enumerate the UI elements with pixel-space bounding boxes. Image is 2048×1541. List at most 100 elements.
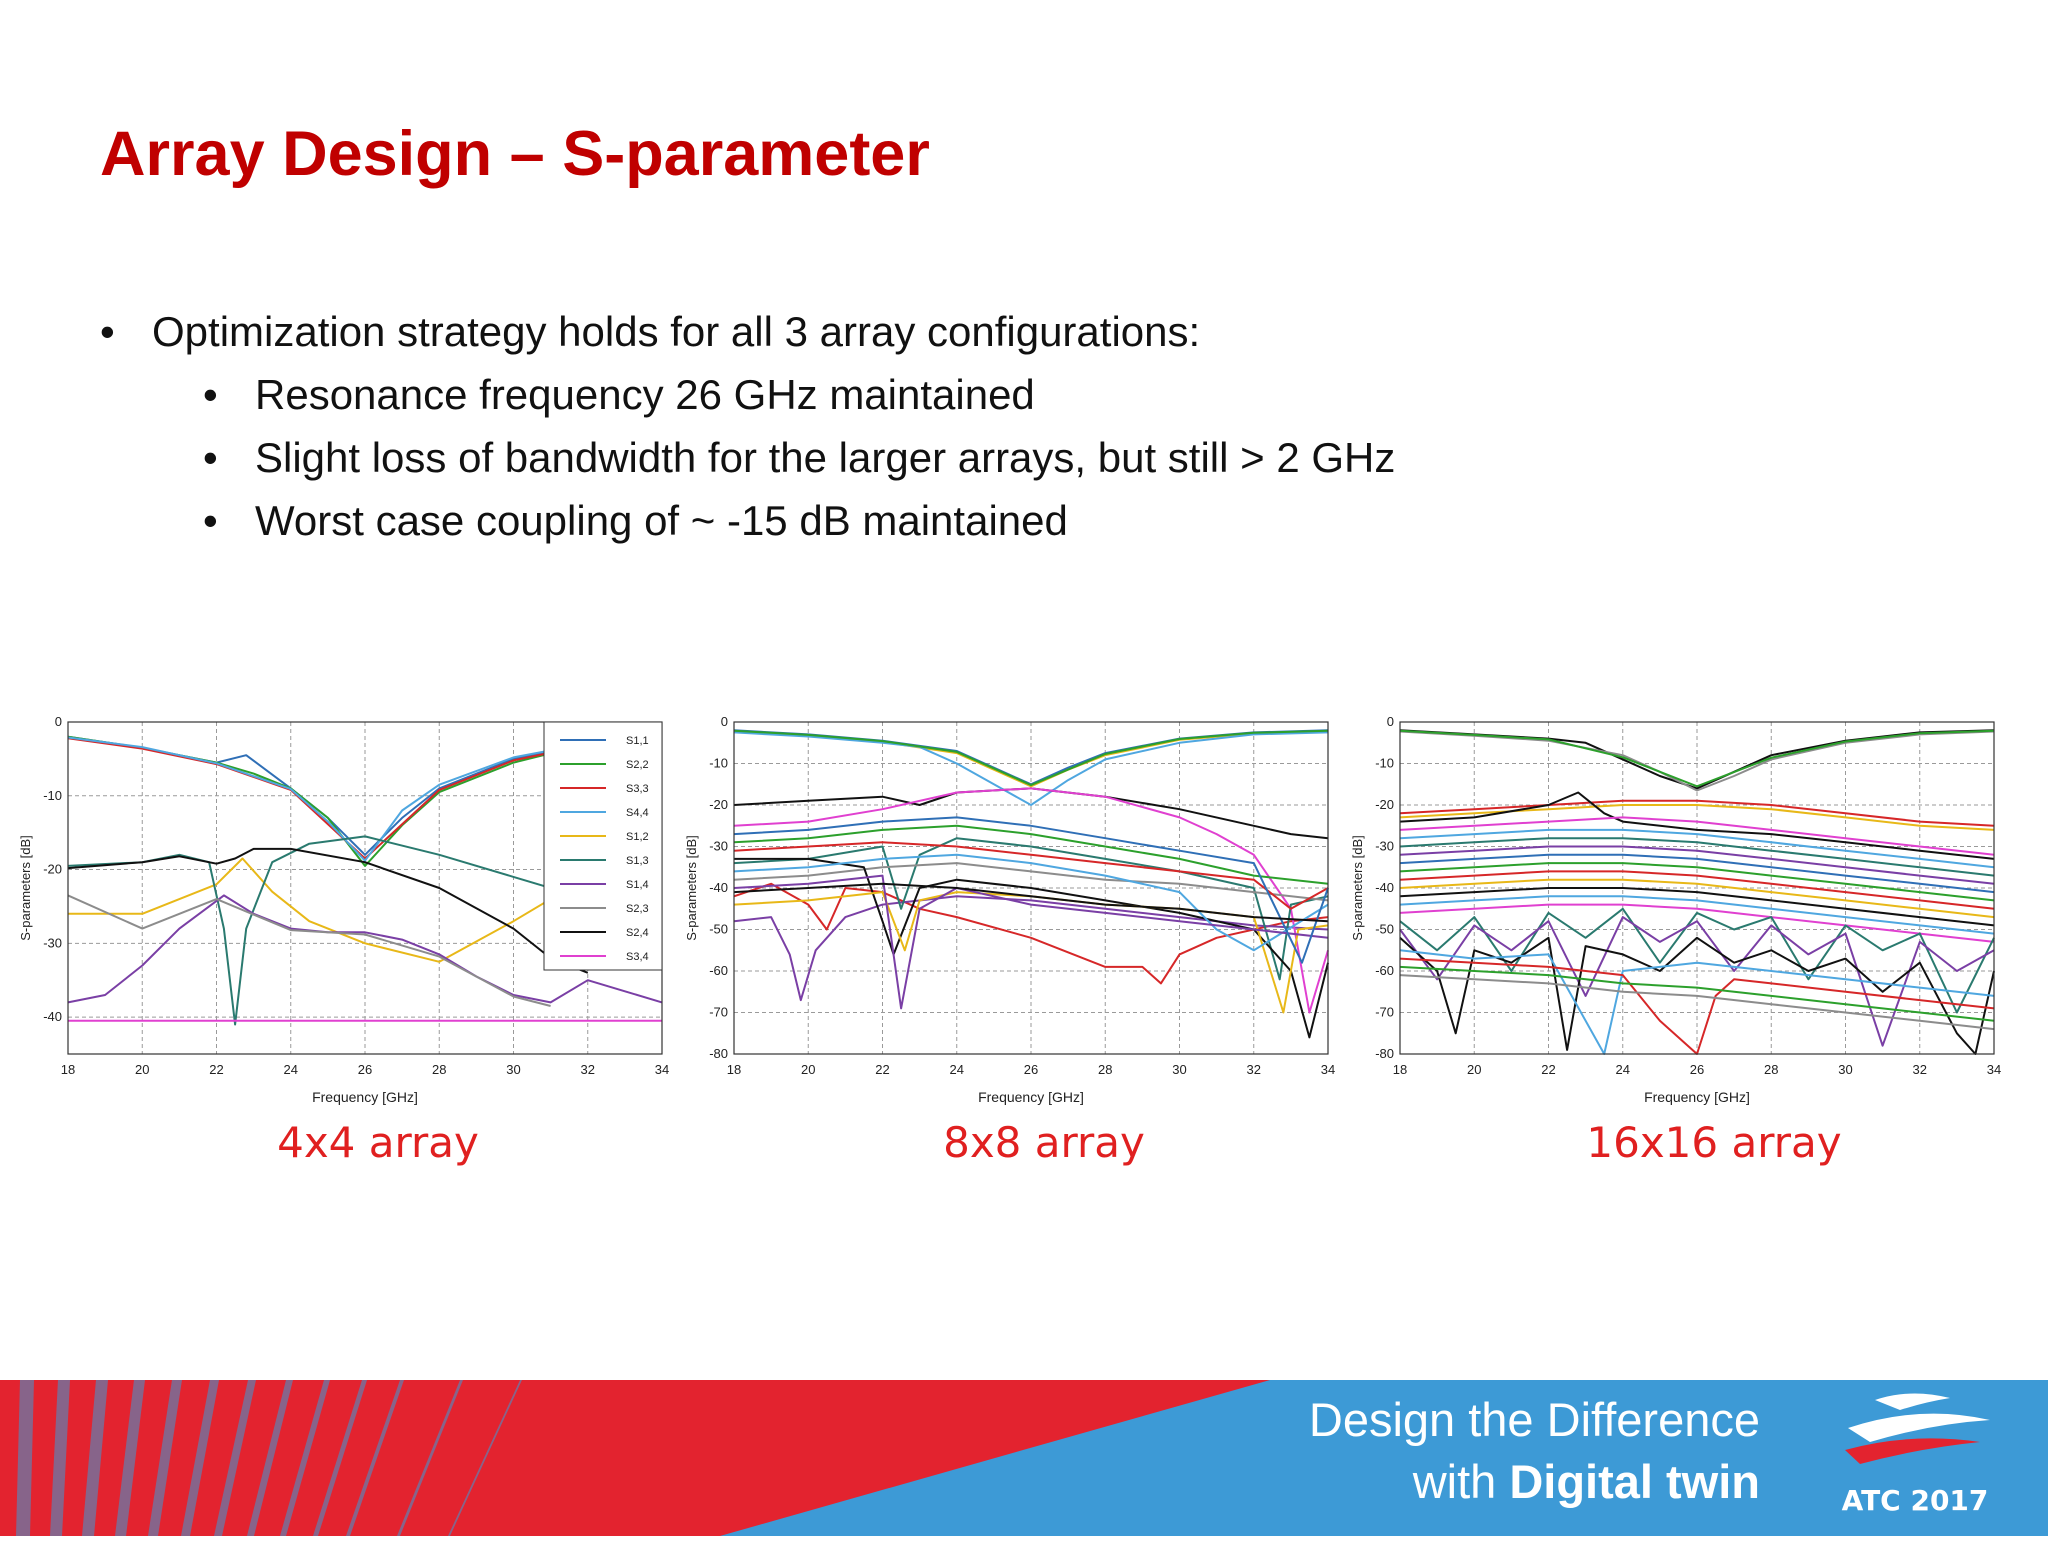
series-line-6	[1399, 791, 1995, 860]
x-tick-label: 22	[209, 1062, 223, 1077]
x-tick-label: 30	[1838, 1062, 1852, 1077]
series-line-7	[1399, 816, 1995, 856]
series-line-9	[1399, 837, 1995, 877]
y-tick-label: -30	[43, 935, 62, 950]
legend-label: S2,2	[626, 759, 649, 771]
x-tick-label: 34	[1321, 1062, 1335, 1077]
series-line-9	[733, 837, 1329, 981]
x-tick-label: 24	[950, 1062, 964, 1077]
y-tick-label: -10	[43, 788, 62, 803]
y-tick-label: -40	[1375, 880, 1394, 895]
series-line-17	[1399, 903, 1995, 943]
legend-label: S1,3	[626, 855, 649, 867]
sub-bullet-1: • Resonance frequency 26 GHz maintained	[100, 363, 1395, 426]
y-tick-label: 0	[55, 714, 62, 729]
series-line-14	[1399, 878, 1995, 919]
series-line-S4,4	[67, 732, 663, 862]
chart-8x8: 18 20 22 24 26 28 30 32 34 0 -10 -20 -30 -40 -50 -60 -70…	[676, 708, 1336, 1108]
x-tick-label: 24	[1616, 1062, 1630, 1077]
series-line-12	[733, 824, 1329, 885]
series-group	[733, 729, 1329, 1039]
y-tick-label: -30	[1375, 839, 1394, 854]
sub-bullet-text: Slight loss of bandwidth for the larger …	[255, 434, 1396, 481]
bullet-dot: •	[203, 371, 218, 418]
series-line-18	[733, 882, 1329, 923]
series-line-4	[1399, 799, 1995, 827]
footer-graphic: Design the Difference with Digital twin …	[0, 1380, 2048, 1536]
series-line-4	[733, 729, 1329, 787]
footer-stripes	[16, 1380, 522, 1536]
series-line-11	[1399, 853, 1995, 894]
caption-8x8: 8x8 array	[943, 1118, 1145, 1167]
x-tick-label: 30	[1172, 1062, 1186, 1077]
slide-title: Array Design – S-parameter	[100, 119, 930, 189]
series-line-16	[1399, 895, 1995, 935]
chart-16x16-svg: 18 20 22 24 26 28 30 32 34 0 -10 -20 -30 -40 -50 -60 -70…	[1350, 714, 2001, 1105]
legend-label: S1,2	[626, 831, 649, 843]
y-axis-label: S-parameters [dB]	[684, 835, 699, 941]
series-line-S1,2	[68, 853, 626, 963]
series-line-S1,4	[67, 894, 663, 1004]
series-line-15	[1399, 887, 1995, 927]
x-tick-label: 20	[1467, 1062, 1481, 1077]
x-tick-label: 28	[1098, 1062, 1112, 1077]
x-axis-label: Frequency [GHz]	[978, 1089, 1084, 1105]
series-group	[1399, 729, 1995, 1055]
x-tick-label: 18	[1393, 1062, 1407, 1077]
chart-4x4-svg: 18 20 22 24 26 28 30 32 34 0 -10 -20 -30 -40 Frequency…	[18, 714, 669, 1105]
legend-label: S2,4	[626, 927, 649, 939]
caption-4x4: 4x4 array	[277, 1118, 479, 1167]
series-line-6	[733, 882, 1329, 985]
y-tick-label: -40	[709, 880, 728, 895]
atc-logo-icon	[1845, 1393, 1990, 1464]
x-tick-label: 18	[727, 1062, 741, 1077]
y-tick-label: -60	[1375, 963, 1394, 978]
bullet-list: • Optimization strategy holds for all 3 …	[100, 300, 1395, 552]
caption-16x16: 16x16 array	[1586, 1118, 1842, 1167]
x-tick-label: 26	[1690, 1062, 1704, 1077]
y-tick-label: -60	[709, 963, 728, 978]
series-line-24	[1399, 974, 1995, 1031]
y-tick-label: -50	[709, 922, 728, 937]
x-tick-label: 34	[1987, 1062, 2001, 1077]
x-tick-label: 32	[1913, 1062, 1927, 1077]
legend: S1,1 S2,2 S3,3 S4,4 S1,2 S1,3 S1,4 S2,3 S2,4 S3,4	[543, 721, 663, 971]
sub-bullet-text: Worst case coupling of ~ -15 dB maintain…	[255, 497, 1068, 544]
x-tick-label: 22	[875, 1062, 889, 1077]
bullet-main: • Optimization strategy holds for all 3 …	[100, 300, 1395, 363]
sub-bullet-3: • Worst case coupling of ~ -15 dB mainta…	[100, 489, 1395, 552]
x-tick-label: 32	[1247, 1062, 1261, 1077]
y-tick-label: -10	[709, 756, 728, 771]
legend-label: S1,1	[626, 735, 649, 747]
x-tick-label: 32	[581, 1062, 595, 1077]
legend-label: S3,4	[626, 951, 649, 963]
x-tick-label: 28	[432, 1062, 446, 1077]
series-line-2	[1399, 730, 1995, 792]
x-tick-label: 20	[135, 1062, 149, 1077]
y-tick-label: -20	[1375, 797, 1394, 812]
chart-4x4: 18 20 22 24 26 28 30 32 34 0 -10 -20 -30 -40 Frequency…	[10, 708, 670, 1108]
series-line-19	[1399, 916, 1995, 1047]
legend-label: S4,4	[626, 807, 649, 819]
series-line-18	[1399, 907, 1995, 1014]
series-line-S2,3	[67, 894, 551, 1007]
y-tick-label: 0	[1387, 714, 1394, 729]
series-line-8	[1399, 828, 1995, 869]
series-line-23	[1399, 965, 1995, 1022]
x-tick-label: 20	[801, 1062, 815, 1077]
y-tick-label: -30	[709, 839, 728, 854]
chart-16x16: 18 20 22 24 26 28 30 32 34 0 -10 -20 -30 -40 -50 -60 -70…	[1342, 708, 2002, 1108]
series-line-20	[1399, 936, 1995, 1055]
series-line-12	[1399, 862, 1995, 902]
bullet-dot: •	[203, 434, 218, 481]
x-tick-label: 26	[358, 1062, 372, 1077]
legend-label: S3,3	[626, 783, 649, 795]
y-tick-label: -10	[1375, 756, 1394, 771]
legend-label: S1,4	[626, 879, 649, 891]
x-tick-label: 18	[61, 1062, 75, 1077]
series-line-7	[733, 895, 1329, 1002]
footer-banner: Design the Difference with Digital twin …	[0, 1380, 2048, 1536]
y-tick-label: -40	[43, 1009, 62, 1024]
series-line-10	[733, 862, 1329, 902]
x-tick-label: 30	[506, 1062, 520, 1077]
